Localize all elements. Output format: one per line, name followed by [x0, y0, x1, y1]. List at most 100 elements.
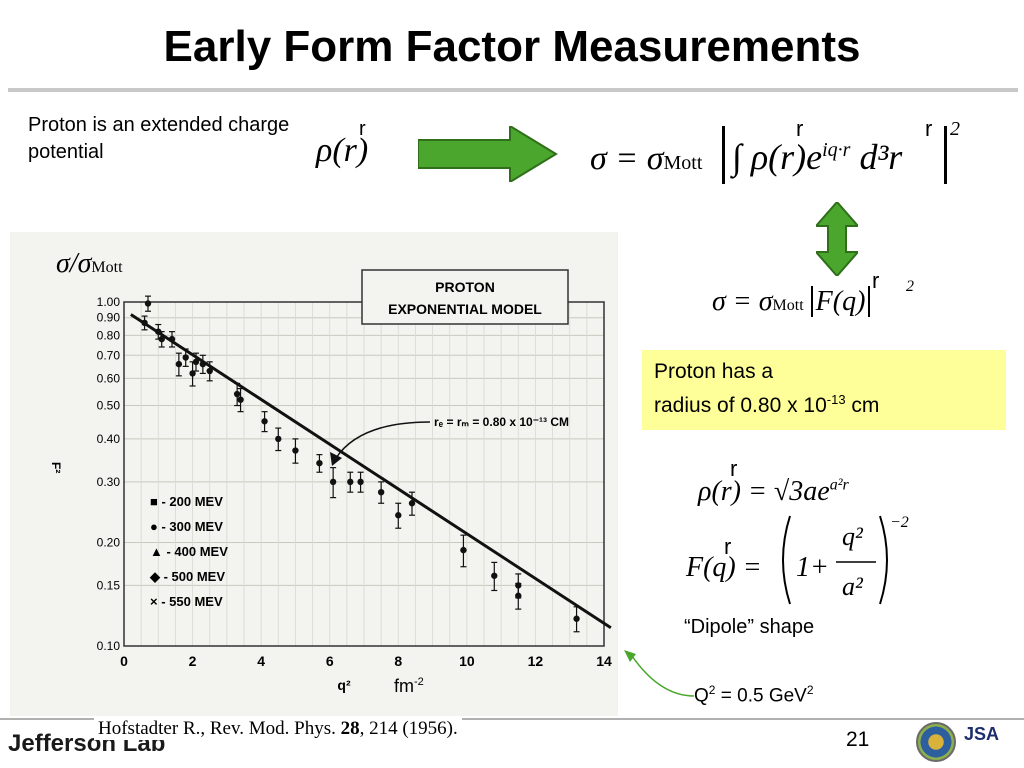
data-point: [168, 335, 176, 343]
legend-entry: ● - 300 MEV: [150, 519, 223, 534]
x-tick-label: 14: [596, 653, 612, 669]
y-tick-label: 0.30: [97, 475, 121, 489]
abs-bar-right: [944, 126, 947, 184]
sigma-lhs-text: σ = σ: [590, 140, 664, 177]
power-two: 2: [950, 118, 960, 140]
data-point: [175, 360, 183, 368]
y-tick-label: 0.90: [97, 311, 121, 325]
x-tick-label: 0: [120, 653, 128, 669]
mott-subscript: Mott: [663, 152, 703, 174]
sigma-main-lhs: σ = σMott: [590, 140, 702, 178]
dipole-one: 1+: [796, 552, 829, 583]
x-tick-label: 10: [459, 653, 475, 669]
vector-mark-4: r: [730, 456, 738, 481]
data-point: [460, 546, 467, 554]
data-point: [141, 319, 148, 327]
vector-mark: r: [359, 118, 366, 140]
dipole-lhs: F(q) =: [686, 552, 762, 583]
ylabel-sigma-ratio: σ/σMott: [56, 248, 123, 280]
callout-line2: radius of 0.80 x 10-13 cm: [654, 386, 994, 420]
x-tick-label: 4: [257, 653, 265, 669]
rho-def-text: ρ(r) = √3ae: [698, 476, 830, 507]
ylabel-subscript: Mott: [91, 259, 123, 276]
hofstadter-plot: 1.00 0.90 0.80 0.70 0.60 0.50 0.40 0.30 0.20 0.15…: [0, 226, 676, 748]
y-tick-label: 0.70: [97, 348, 121, 362]
data-point: [515, 582, 522, 589]
vector-mark-1: r: [796, 116, 804, 141]
arrow-right-icon: [418, 126, 558, 182]
form-lhs: σ = σ: [712, 286, 773, 317]
form-mott-subscript: Mott: [772, 297, 804, 314]
form-factor-equation: σ = σMott F(q): [712, 286, 871, 318]
legend-entry: ▲ - 400 MEV: [150, 544, 228, 559]
data-point: [408, 500, 416, 507]
title-divider: [8, 88, 1018, 92]
data-point: [158, 335, 165, 343]
chart-title-line2: EXPONENTIAL MODEL: [388, 301, 542, 317]
doe-seal-icon: [916, 722, 956, 762]
data-point: [377, 488, 385, 496]
curved-pointer-icon: [624, 650, 695, 697]
integral-expression: ∫ ρ(r)eiq·r d³r: [732, 136, 902, 178]
legend-entry: ■ - 200 MEV: [150, 494, 223, 509]
rho-definition: ρ(r) = √3aea²r: [698, 476, 849, 508]
x-tick-label: 8: [394, 653, 402, 669]
data-point: [182, 354, 189, 361]
slide-title: Early Form Factor Measurements: [163, 22, 861, 71]
y-tick-label: 0.40: [97, 432, 121, 446]
legend-entry: ◆ - 500 MEV: [149, 569, 225, 584]
arrow-updown-icon: [816, 202, 858, 276]
intro-text: Proton is an extended charge potential: [28, 114, 290, 163]
callout-prefix: radius of 0.80 x 10: [654, 394, 827, 417]
data-point: [237, 396, 244, 403]
fit-line: [130, 313, 612, 629]
ref-volume: 28: [340, 718, 360, 739]
data-point: [357, 478, 364, 486]
rho-r-equation: ρ(r): [316, 132, 369, 169]
x-axis-label: q²: [337, 677, 351, 693]
fm-exponent: -2: [414, 676, 424, 688]
callout-suffix: cm: [845, 394, 880, 417]
data-point: [347, 478, 354, 486]
q2-q: Q: [694, 685, 709, 707]
y-axis-label: F²: [49, 462, 63, 473]
ref-prefix: Hofstadter R., Rev. Mod. Phys.: [98, 718, 341, 739]
y-tick-label: 0.20: [97, 535, 121, 549]
q2-caption: Q2 = 0.5 GeV2: [694, 683, 814, 707]
data-point: [395, 512, 402, 519]
integral-exponent: iq·r: [822, 139, 851, 161]
form-body: F(q): [810, 286, 871, 317]
data-point: [233, 390, 241, 398]
q2-mid: = 0.5 GeV: [715, 685, 807, 707]
ref-suffix: , 214 (1956).: [359, 718, 458, 739]
callout-exponent: -13: [826, 392, 846, 407]
d3r-term: d³r: [859, 137, 903, 177]
footer-divider: [0, 718, 1024, 720]
y-tick-label: 0.50: [97, 399, 121, 413]
dipole-brackets: [782, 515, 888, 605]
data-point: [144, 300, 152, 307]
dipole-numerator: q²: [842, 522, 863, 551]
data-point: [261, 418, 268, 425]
vector-mark-3: r: [872, 268, 880, 293]
y-tick-label: 0.10: [97, 639, 121, 653]
ylabel-text: σ/σ: [56, 248, 92, 279]
y-tick-label: 0.60: [97, 371, 121, 385]
annotation-arrowhead: [330, 452, 342, 466]
data-point: [573, 615, 580, 622]
jsa-logo: JSA: [964, 724, 1000, 744]
dipole-exponent: −2: [890, 514, 909, 531]
annotation-leader: [335, 421, 431, 459]
callout-line1: Proton has a: [654, 360, 774, 383]
dipole-caption: “Dipole” shape: [684, 616, 815, 638]
data-point: [491, 572, 498, 579]
reference-citation: Hofstadter R., Rev. Mod. Phys. 28, 214 (…: [94, 718, 462, 740]
data-point: [192, 358, 200, 366]
data-point: [316, 459, 323, 467]
fm-unit-label: fm-2: [394, 676, 424, 697]
dipole-denominator: a²: [842, 572, 863, 601]
legend-entry: × - 550 MEV: [150, 594, 223, 609]
abs-bar-left: [722, 126, 725, 184]
chart-title-line1: PROTON: [435, 279, 495, 295]
x-tick-label: 2: [189, 653, 197, 669]
